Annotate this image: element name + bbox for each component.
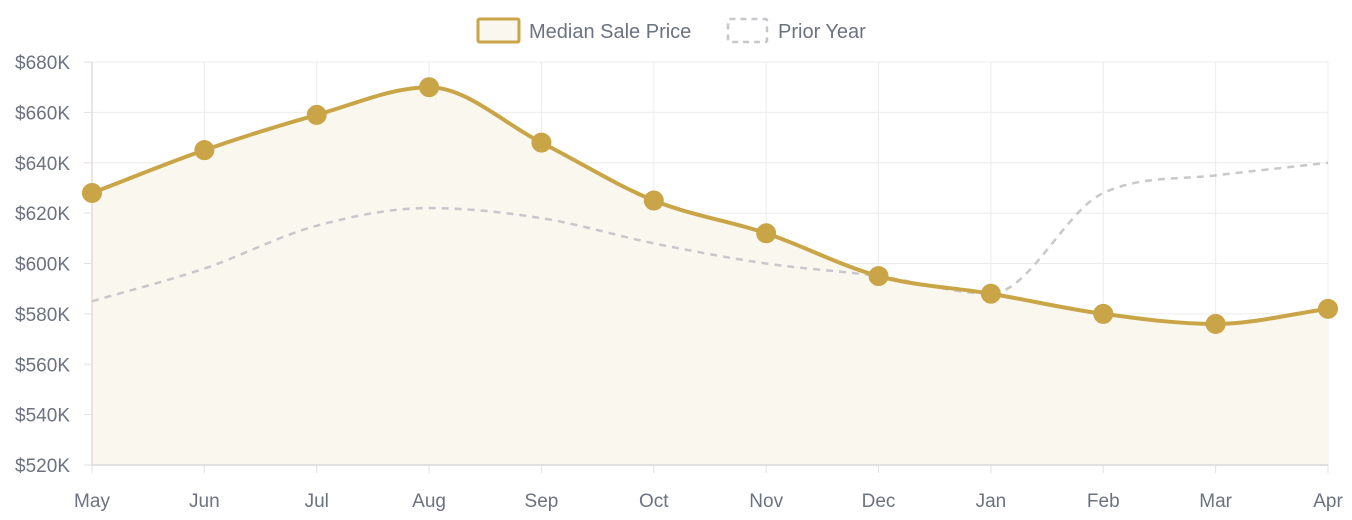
legend-swatch-median-sale-price[interactable] — [476, 17, 521, 44]
x-tick-label: May — [74, 491, 110, 512]
point-median-sale-price-jan[interactable] — [980, 283, 1001, 304]
x-tick-label: Dec — [862, 491, 896, 512]
point-median-sale-price-nov[interactable] — [756, 223, 777, 244]
legend-label-prior-year[interactable]: Prior Year — [778, 21, 866, 43]
y-tick-label: $520K — [15, 456, 70, 477]
point-median-sale-price-aug[interactable] — [419, 77, 440, 98]
point-median-sale-price-jul[interactable] — [306, 104, 327, 125]
y-axis-tick-labels: $520K $540K $560K $580K $600K $620K $640K $660K… — [15, 53, 70, 477]
x-tick-label: Jun — [189, 491, 220, 512]
point-median-sale-price-jun[interactable] — [194, 140, 215, 161]
line-prior-year — [91, 161, 1329, 303]
y-tick-label: $620K — [15, 204, 70, 225]
point-median-sale-price-feb[interactable] — [1093, 303, 1114, 324]
y-tick-label: $560K — [15, 355, 70, 376]
point-median-sale-price-dec[interactable] — [868, 266, 889, 287]
x-axis-tick-labels: May Jun Jul Aug Sep Oct Nov Dec Jan Feb Mar Apr — [74, 491, 1343, 512]
legend-swatch-prior-year[interactable] — [726, 17, 769, 44]
point-median-sale-price-sep[interactable] — [531, 132, 552, 153]
y-tick-label: $600K — [15, 255, 70, 276]
point-median-sale-price-oct[interactable] — [643, 190, 664, 211]
axes — [84, 61, 1329, 473]
y-tick-label: $580K — [15, 305, 70, 326]
x-tick-label: Nov — [749, 491, 783, 512]
point-median-sale-price-apr[interactable] — [1318, 298, 1338, 319]
y-tick-label: $640K — [15, 154, 70, 175]
x-tick-label: Jan — [976, 491, 1007, 512]
x-tick-label: Jul — [305, 491, 329, 512]
series-markers — [82, 77, 1338, 334]
x-tick-label: Mar — [1199, 491, 1232, 512]
point-median-sale-price-mar[interactable] — [1205, 313, 1226, 334]
area-median-sale-price — [92, 87, 1328, 465]
x-tick-label: Aug — [412, 491, 446, 512]
point-median-sale-price-may[interactable] — [82, 182, 102, 203]
y-tick-label: $540K — [15, 406, 70, 427]
x-tick-label: Oct — [639, 491, 669, 512]
area-fill — [92, 87, 1328, 465]
legend-label-median-sale-price[interactable]: Median Sale Price — [529, 21, 691, 43]
legend: Median Sale Price Prior Year — [476, 17, 866, 44]
x-tick-label: Feb — [1087, 491, 1120, 512]
x-tick-label: Apr — [1313, 491, 1343, 512]
y-tick-label: $660K — [15, 103, 70, 124]
x-tick-label: Sep — [525, 491, 559, 512]
y-tick-label: $680K — [15, 53, 70, 74]
